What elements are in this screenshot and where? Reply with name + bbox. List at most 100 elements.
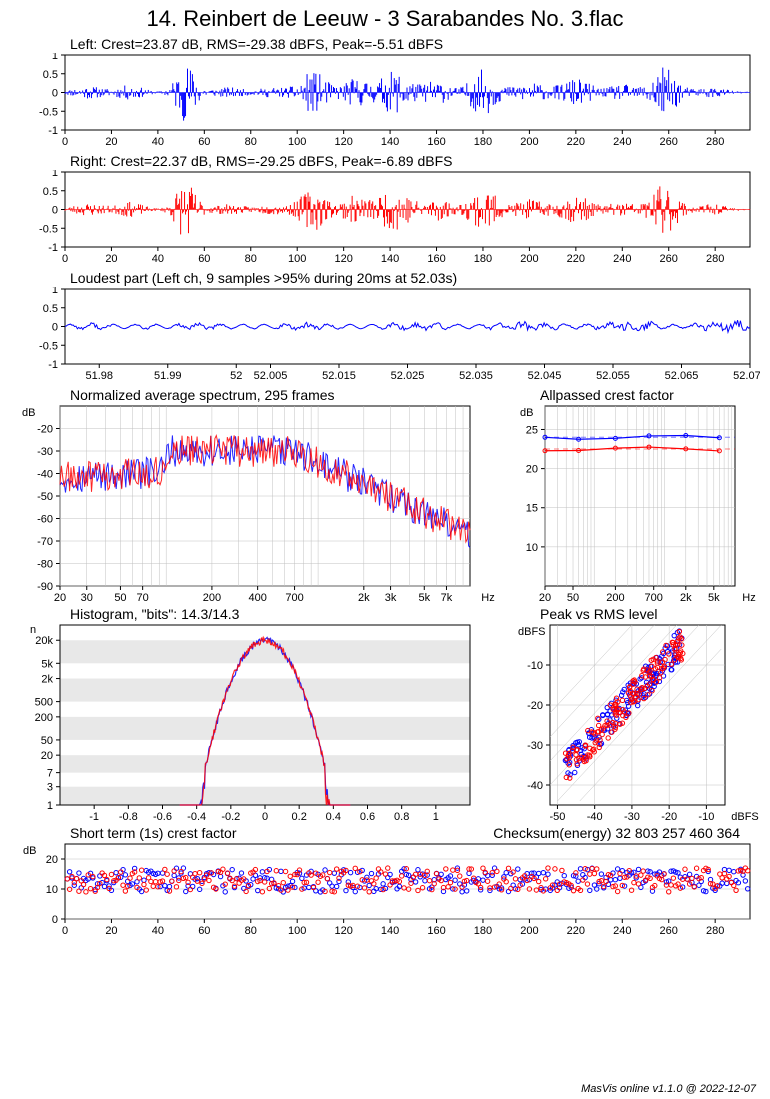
loudest-title: Loudest part (Left ch, 9 samples >95% du…	[70, 270, 760, 286]
svg-text:160: 160	[427, 925, 445, 937]
svg-text:-10: -10	[698, 811, 714, 823]
panel-short-crest: Short term (1s) crest factor Checksum(en…	[10, 825, 760, 940]
svg-text:200: 200	[35, 712, 53, 724]
svg-text:180: 180	[474, 253, 492, 265]
svg-text:-0.8: -0.8	[119, 811, 138, 823]
svg-text:120: 120	[334, 253, 352, 265]
svg-text:2k: 2k	[358, 592, 370, 604]
svg-text:3: 3	[47, 782, 53, 794]
svg-text:240: 240	[613, 925, 631, 937]
svg-text:dB: dB	[520, 407, 533, 419]
svg-text:200: 200	[606, 592, 624, 604]
svg-text:n: n	[30, 624, 36, 636]
svg-text:-1: -1	[48, 125, 58, 137]
chart-wave-left: -1-0.500.5102040608010012014016018020022…	[10, 53, 760, 151]
svg-text:-70: -70	[37, 536, 53, 548]
svg-text:280: 280	[706, 136, 724, 148]
svg-text:260: 260	[660, 136, 678, 148]
svg-text:-40: -40	[587, 811, 603, 823]
svg-text:0: 0	[62, 925, 68, 937]
svg-text:200: 200	[203, 592, 221, 604]
svg-text:180: 180	[474, 136, 492, 148]
svg-text:200: 200	[520, 925, 538, 937]
svg-text:0.6: 0.6	[360, 811, 375, 823]
panel-histogram: Histogram, "bits": 14.3/14.3 n1372050200…	[10, 606, 500, 823]
svg-text:220: 220	[567, 925, 585, 937]
checksum-label: Checksum(energy) 32 803 257 460 364	[493, 825, 740, 841]
svg-text:20: 20	[46, 854, 58, 866]
peak-rms-title: Peak vs RMS level	[540, 606, 760, 622]
svg-text:-0.5: -0.5	[39, 106, 58, 118]
panel-wave-right: Right: Crest=22.37 dB, RMS=-29.25 dBFS, …	[10, 153, 760, 268]
chart-loudest: -1-0.500.5151.9851.995252.00552.01552.02…	[10, 287, 760, 385]
svg-text:-30: -30	[624, 811, 640, 823]
svg-text:20: 20	[105, 253, 117, 265]
svg-text:52.005: 52.005	[254, 370, 288, 382]
svg-text:0: 0	[62, 136, 68, 148]
allpass-title: Allpassed crest factor	[540, 387, 760, 403]
svg-text:10: 10	[526, 542, 538, 554]
svg-text:0.2: 0.2	[292, 811, 307, 823]
svg-text:240: 240	[613, 253, 631, 265]
svg-text:51.98: 51.98	[85, 370, 113, 382]
svg-text:160: 160	[427, 136, 445, 148]
svg-text:500: 500	[35, 697, 53, 709]
page-title: 14. Reinbert de Leeuw - 3 Sarabandes No.…	[10, 6, 760, 32]
svg-text:-40: -40	[527, 780, 543, 792]
svg-text:50: 50	[114, 592, 126, 604]
svg-text:280: 280	[706, 253, 724, 265]
chart-spectrum: dB-90-80-70-60-50-40-30-2020305070200400…	[10, 404, 500, 604]
svg-text:140: 140	[381, 925, 399, 937]
panel-peak-rms: Peak vs RMS level dBFS-40-30-20-10-50-40…	[510, 606, 760, 823]
svg-text:1: 1	[47, 800, 53, 812]
svg-text:20: 20	[539, 592, 551, 604]
wave-left-title: Left: Crest=23.87 dB, RMS=-29.38 dBFS, P…	[70, 36, 760, 52]
svg-text:10: 10	[46, 884, 58, 896]
svg-text:40: 40	[152, 925, 164, 937]
svg-text:-20: -20	[37, 424, 53, 436]
svg-text:60: 60	[198, 136, 210, 148]
svg-text:60: 60	[198, 253, 210, 265]
chart-allpass: dB1015202520502007002k5kHz	[510, 404, 760, 604]
svg-text:0: 0	[262, 811, 268, 823]
svg-text:80: 80	[245, 253, 257, 265]
svg-text:240: 240	[613, 136, 631, 148]
svg-text:20: 20	[41, 750, 53, 762]
svg-text:52: 52	[230, 370, 242, 382]
svg-text:0.4: 0.4	[326, 811, 341, 823]
svg-text:700: 700	[285, 592, 303, 604]
svg-text:260: 260	[660, 253, 678, 265]
svg-text:-10: -10	[527, 660, 543, 672]
svg-text:52.025: 52.025	[391, 370, 425, 382]
svg-text:52.055: 52.055	[596, 370, 630, 382]
chart-peak-rms: dBFS-40-30-20-10-50-40-30-20-10dBFS	[510, 623, 760, 823]
svg-text:-0.4: -0.4	[187, 811, 206, 823]
svg-text:120: 120	[334, 136, 352, 148]
svg-text:200: 200	[520, 136, 538, 148]
svg-text:5k: 5k	[708, 592, 720, 604]
svg-text:-50: -50	[37, 491, 53, 503]
svg-text:-60: -60	[37, 514, 53, 526]
svg-text:-1: -1	[48, 242, 58, 254]
svg-text:1: 1	[433, 811, 439, 823]
short-crest-title: Short term (1s) crest factor	[70, 825, 493, 841]
svg-text:220: 220	[567, 136, 585, 148]
svg-text:40: 40	[152, 136, 164, 148]
svg-text:-1: -1	[89, 811, 99, 823]
svg-text:7k: 7k	[441, 592, 453, 604]
svg-text:180: 180	[474, 925, 492, 937]
svg-text:70: 70	[137, 592, 149, 604]
svg-text:0: 0	[52, 205, 58, 217]
svg-text:52.015: 52.015	[322, 370, 356, 382]
svg-text:140: 140	[381, 136, 399, 148]
svg-text:-0.2: -0.2	[221, 811, 240, 823]
svg-text:20: 20	[54, 592, 66, 604]
svg-text:30: 30	[81, 592, 93, 604]
svg-text:260: 260	[660, 925, 678, 937]
svg-text:80: 80	[245, 136, 257, 148]
svg-text:52.035: 52.035	[459, 370, 493, 382]
svg-text:-20: -20	[527, 700, 543, 712]
svg-text:100: 100	[288, 925, 306, 937]
svg-text:51.99: 51.99	[154, 370, 182, 382]
svg-text:400: 400	[248, 592, 266, 604]
